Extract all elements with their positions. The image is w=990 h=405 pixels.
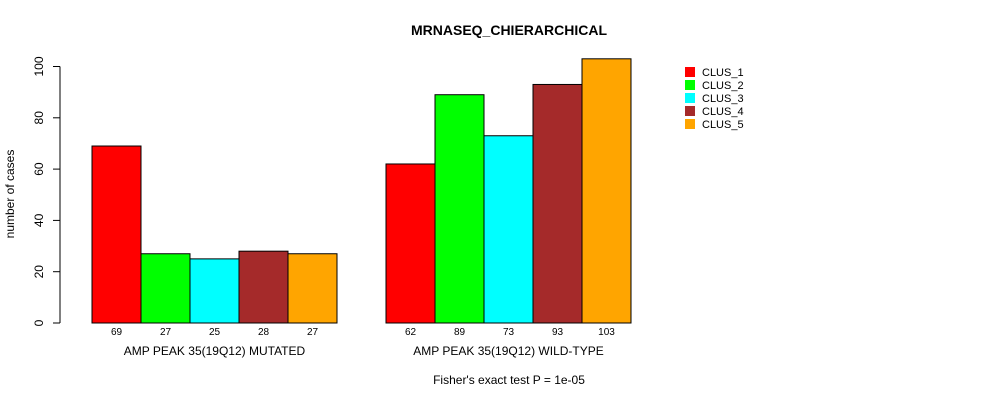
bar-clus-3-mutated [189, 258, 240, 324]
count-label: 73 [503, 327, 515, 338]
count-labels: 69 27 25 28 27 62 89 73 93 103 [111, 327, 615, 338]
legend-swatch [685, 80, 695, 90]
count-label: 62 [405, 327, 417, 338]
legend-swatch [685, 119, 695, 129]
bar-clus-1-wild-type [385, 163, 436, 324]
y-tick-label: 60 [32, 162, 46, 176]
legend-label: CLUS_1 [702, 67, 744, 79]
bar-clus-5-wild-type [581, 58, 632, 324]
bar-clus-1-mutated [91, 145, 142, 324]
group-label: AMP PEAK 35(19Q12) MUTATED [124, 344, 306, 358]
fisher-test-footnote: Fisher's exact test P = 1e-05 [433, 373, 585, 387]
chart-title: MRNASEQ_CHIERARCHICAL [411, 22, 607, 38]
y-axis: 0 20 40 60 80 100 [32, 56, 61, 326]
legend-label: CLUS_5 [702, 119, 744, 131]
count-label: 103 [598, 327, 615, 338]
bar-clus-2-wild-type [434, 94, 485, 324]
legend-swatch [685, 93, 695, 103]
legend-swatch [685, 106, 695, 116]
y-tick-label: 0 [32, 319, 46, 326]
bar-clus-5-mutated [287, 253, 338, 324]
count-label: 27 [160, 327, 172, 338]
legend-swatch [685, 67, 695, 77]
bar-clus-4-mutated [238, 250, 289, 324]
legend-label: CLUS_3 [702, 93, 744, 105]
y-tick-label: 80 [32, 111, 46, 125]
y-tick-label: 20 [32, 265, 46, 279]
legend-label: CLUS_4 [702, 106, 744, 118]
group-label: AMP PEAK 35(19Q12) WILD-TYPE [413, 344, 604, 358]
bar-clus-3-wild-type [483, 135, 534, 324]
count-label: 89 [454, 327, 466, 338]
legend-label: CLUS_2 [702, 80, 744, 92]
group-labels: AMP PEAK 35(19Q12) MUTATED AMP PEAK 35(19… [124, 344, 604, 358]
count-label: 69 [111, 327, 123, 338]
y-axis-label: number of cases [3, 150, 17, 239]
y-tick-label: 100 [32, 56, 46, 76]
count-label: 25 [209, 327, 221, 338]
count-label: 27 [307, 327, 319, 338]
bar-marks [91, 58, 632, 324]
y-tick-label: 40 [32, 213, 46, 227]
bar-clus-2-mutated [140, 253, 191, 324]
bar-clus-4-wild-type [532, 83, 583, 324]
count-label: 28 [258, 327, 270, 338]
count-label: 93 [552, 327, 564, 338]
